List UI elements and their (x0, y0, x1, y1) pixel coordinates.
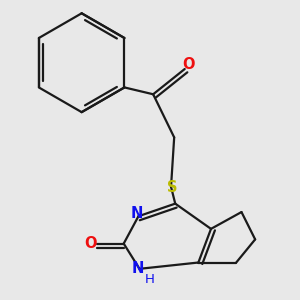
Text: H: H (145, 273, 155, 286)
Text: S: S (167, 180, 177, 195)
Text: N: N (130, 206, 142, 220)
Text: N: N (131, 261, 144, 276)
Text: O: O (183, 57, 195, 72)
Text: O: O (84, 236, 96, 251)
